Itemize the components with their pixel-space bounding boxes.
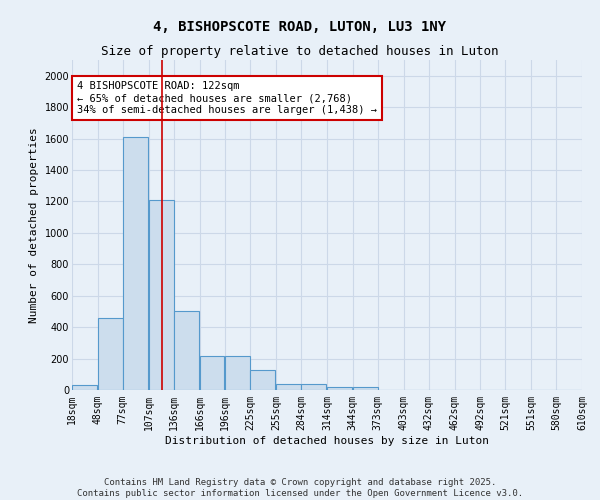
Text: Contains HM Land Registry data © Crown copyright and database right 2025.
Contai: Contains HM Land Registry data © Crown c… xyxy=(77,478,523,498)
Y-axis label: Number of detached properties: Number of detached properties xyxy=(29,127,39,323)
Bar xyxy=(301,384,326,390)
Bar xyxy=(123,137,148,390)
Bar xyxy=(149,200,173,390)
Bar xyxy=(353,387,378,390)
Bar xyxy=(276,384,301,390)
Text: 4, BISHOPSCOTE ROAD, LUTON, LU3 1NY: 4, BISHOPSCOTE ROAD, LUTON, LU3 1NY xyxy=(154,20,446,34)
X-axis label: Distribution of detached houses by size in Luton: Distribution of detached houses by size … xyxy=(165,436,489,446)
Text: Size of property relative to detached houses in Luton: Size of property relative to detached ho… xyxy=(101,45,499,58)
Text: 4 BISHOPSCOTE ROAD: 122sqm
← 65% of detached houses are smaller (2,768)
34% of s: 4 BISHOPSCOTE ROAD: 122sqm ← 65% of deta… xyxy=(77,82,377,114)
Bar xyxy=(199,356,224,390)
Bar xyxy=(250,370,275,390)
Bar xyxy=(173,312,199,390)
Bar xyxy=(327,387,352,390)
Bar xyxy=(98,318,123,390)
Bar xyxy=(72,386,97,390)
Bar xyxy=(226,356,250,390)
